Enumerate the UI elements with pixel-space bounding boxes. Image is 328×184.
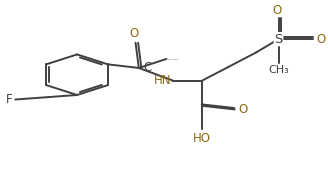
Text: O: O [316,33,325,46]
Text: F: F [6,93,13,106]
Text: O: O [129,27,138,40]
Text: O: O [238,103,247,116]
Text: CH₃: CH₃ [268,65,289,75]
Text: S: S [274,33,283,46]
Text: methyl implied: methyl implied [168,58,178,60]
Text: HN: HN [154,74,171,87]
Text: C: C [144,61,152,74]
Text: O: O [272,3,281,17]
Text: HO: HO [193,132,211,145]
